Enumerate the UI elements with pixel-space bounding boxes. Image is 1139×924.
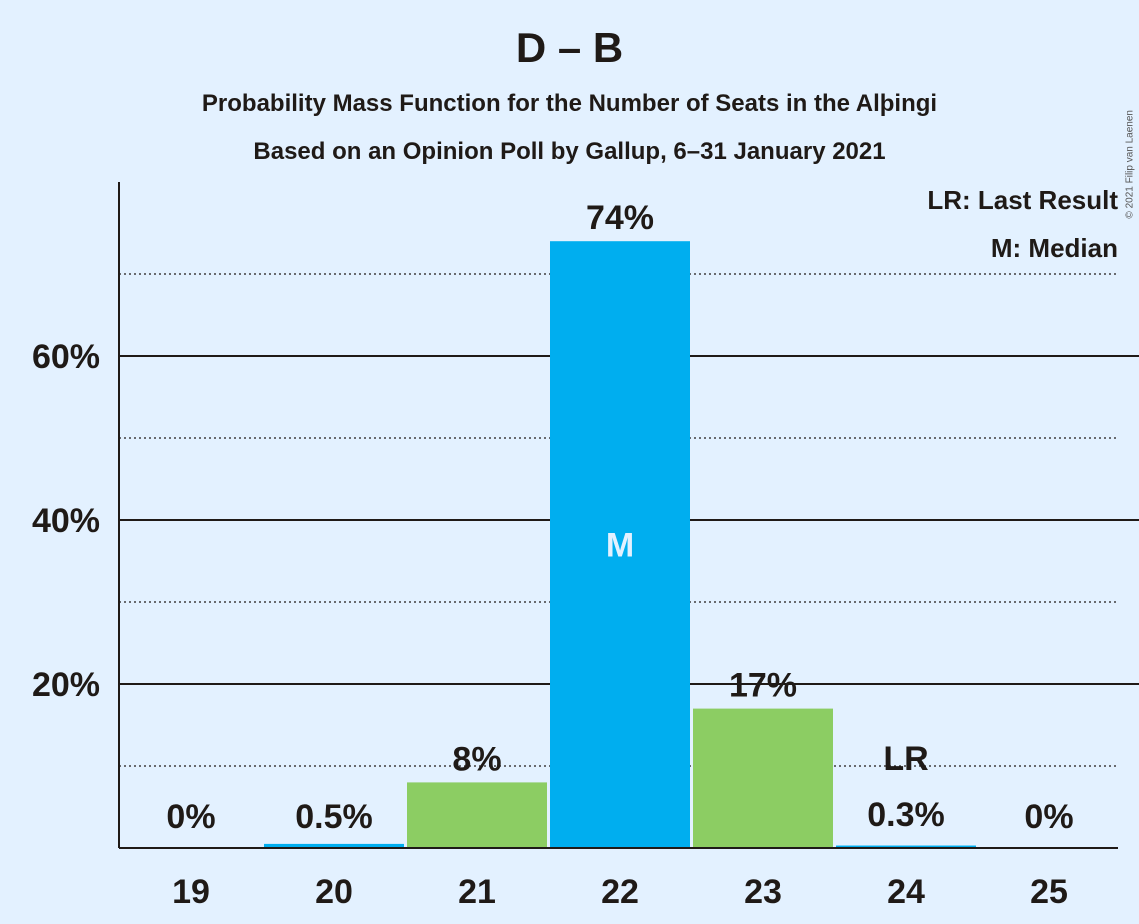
value-label: 74%: [586, 199, 654, 237]
value-label: 8%: [452, 740, 501, 778]
x-tick-label: 23: [744, 873, 782, 911]
last-result-marker: LR: [883, 740, 928, 778]
chart-title: D – B: [515, 24, 624, 71]
bar-21: [407, 782, 547, 848]
value-label: 0.3%: [867, 796, 945, 834]
x-tick-label: 20: [315, 873, 353, 911]
value-label: 0%: [166, 798, 215, 836]
x-tick-label: 19: [172, 873, 210, 911]
chart-subtitle: Probability Mass Function for the Number…: [201, 90, 938, 117]
bar-20: [264, 843, 404, 848]
value-label: 17%: [729, 667, 797, 705]
value-label: 0.5%: [295, 798, 373, 836]
x-tick-label: 24: [887, 873, 925, 911]
x-tick-label: 21: [458, 873, 496, 911]
legend-last-result: LR: Last Result: [927, 185, 1118, 215]
median-marker: M: [606, 527, 634, 565]
y-tick-label: 20%: [32, 666, 100, 704]
chart-source-line: Based on an Opinion Poll by Gallup, 6–31…: [253, 138, 886, 165]
y-tick-label: 60%: [32, 338, 100, 376]
bar-22: [550, 241, 690, 848]
bar-24: [836, 845, 976, 848]
legend-median: M: Median: [990, 233, 1118, 263]
y-tick-label: 40%: [32, 502, 100, 540]
value-label: 0%: [1024, 798, 1073, 836]
bar-23: [693, 708, 833, 848]
x-tick-label: 25: [1030, 873, 1068, 911]
x-tick-label: 22: [601, 873, 639, 911]
